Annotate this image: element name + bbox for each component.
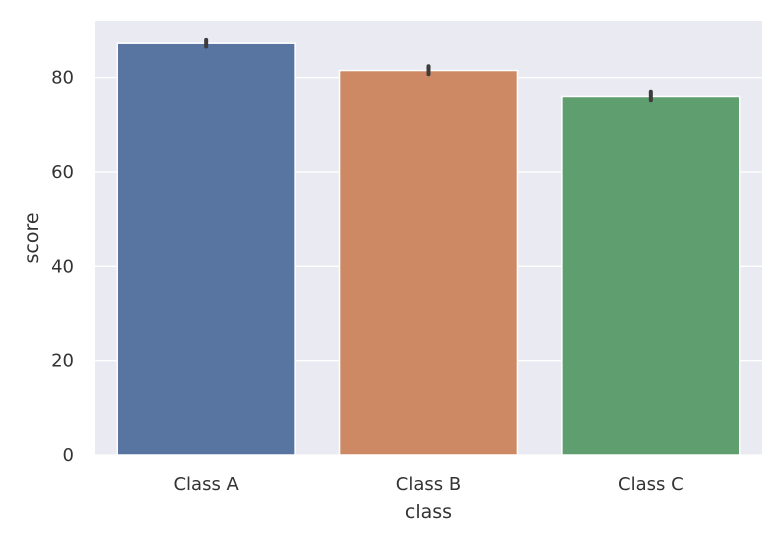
bar-class-b <box>338 69 519 456</box>
x-axis-label: class <box>405 501 452 523</box>
y-tick-label: 40 <box>51 256 74 277</box>
x-tick-labels: Class A Class B Class C <box>173 474 683 495</box>
y-tick-label: 0 <box>63 445 74 466</box>
bar-class-a <box>116 42 296 456</box>
bar-class-c <box>561 95 741 456</box>
x-tick-label: Class C <box>618 474 684 495</box>
y-tick-label: 80 <box>51 68 74 89</box>
x-tick-label: Class A <box>173 474 239 495</box>
y-tick-label: 20 <box>51 351 74 372</box>
y-axis-label: score <box>21 212 43 263</box>
bars <box>116 42 741 456</box>
y-tick-labels: 0 20 40 60 80 <box>51 68 74 466</box>
x-tick-label: Class B <box>396 474 461 495</box>
error-bars <box>204 37 653 103</box>
y-tick-label: 60 <box>51 162 74 183</box>
